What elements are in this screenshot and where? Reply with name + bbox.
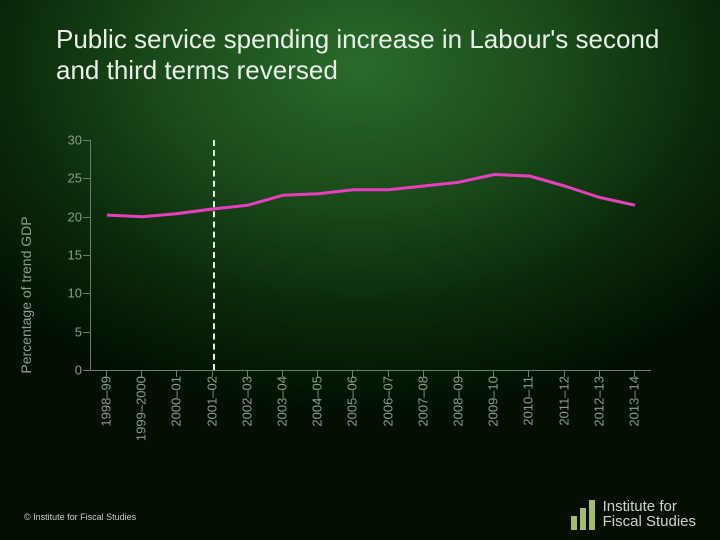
y-tick-label: 0 bbox=[58, 363, 82, 378]
x-tick-label: 2009–10 bbox=[486, 376, 501, 427]
y-tick bbox=[83, 293, 90, 294]
x-tick-label: 2000–01 bbox=[169, 376, 184, 427]
y-tick-label: 10 bbox=[58, 286, 82, 301]
ifs-logo-line1: Institute for bbox=[603, 499, 696, 515]
x-tick-label: 2004–05 bbox=[310, 376, 325, 427]
series-line bbox=[107, 175, 635, 217]
ifs-logo-bar bbox=[589, 500, 595, 530]
y-tick-label: 5 bbox=[58, 324, 82, 339]
x-tick-label: 2011–12 bbox=[556, 376, 571, 426]
ifs-logo-bar bbox=[580, 508, 586, 530]
ifs-logo-bars bbox=[571, 494, 595, 530]
y-tick-label: 15 bbox=[58, 248, 82, 263]
x-tick-label: 2013–14 bbox=[627, 376, 642, 427]
y-axis-label: Percentage of trend GDP bbox=[18, 216, 34, 373]
x-tick-label: 1998–99 bbox=[99, 376, 114, 427]
x-tick-label: 2008–09 bbox=[451, 376, 466, 427]
ifs-logo-bar bbox=[571, 516, 577, 530]
y-tick bbox=[83, 370, 90, 371]
ifs-logo: Institute for Fiscal Studies bbox=[571, 494, 696, 530]
x-tick-label: 2010–11 bbox=[521, 376, 536, 426]
y-tick bbox=[83, 255, 90, 256]
ifs-logo-text: Institute for Fiscal Studies bbox=[603, 499, 696, 531]
chart-plot bbox=[90, 140, 651, 371]
y-tick-label: 25 bbox=[58, 171, 82, 186]
chart-area: Percentage of trend GDP 051015202530 199… bbox=[60, 140, 660, 450]
reference-line bbox=[213, 140, 215, 370]
y-tick bbox=[83, 332, 90, 333]
x-tick-label: 1999–2000 bbox=[134, 376, 149, 441]
y-tick-label: 30 bbox=[58, 133, 82, 148]
x-tick-label: 2007–08 bbox=[415, 376, 430, 427]
y-tick bbox=[83, 140, 90, 141]
x-tick-label: 2006–07 bbox=[380, 376, 395, 427]
y-tick bbox=[83, 178, 90, 179]
x-tick-label: 2002–03 bbox=[239, 376, 254, 427]
ifs-logo-line2: Fiscal Studies bbox=[603, 514, 696, 530]
copyright-text: © Institute for Fiscal Studies bbox=[24, 512, 136, 522]
page-title: Public service spending increase in Labo… bbox=[56, 24, 680, 86]
y-tick bbox=[83, 217, 90, 218]
slide: Public service spending increase in Labo… bbox=[0, 0, 720, 540]
y-tick-label: 20 bbox=[58, 209, 82, 224]
x-tick-label: 2005–06 bbox=[345, 376, 360, 427]
line-series bbox=[91, 140, 651, 370]
x-tick-label: 2001–02 bbox=[204, 376, 219, 427]
x-tick-label: 2012–13 bbox=[591, 376, 606, 427]
x-tick-label: 2003–04 bbox=[275, 376, 290, 427]
